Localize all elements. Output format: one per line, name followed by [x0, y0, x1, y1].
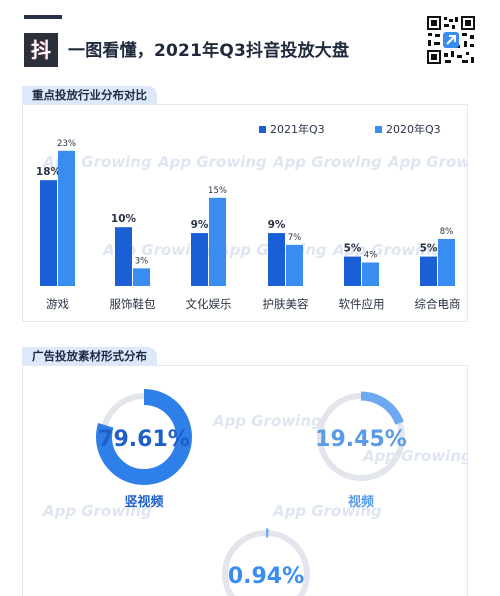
chart-legend: 2021年Q3 2020年Q3 — [259, 122, 441, 136]
watermark: App Growing — [157, 153, 267, 171]
logo-glyph: 抖 — [31, 38, 51, 62]
legend-swatch — [259, 126, 266, 133]
qr-code-icon — [426, 15, 476, 65]
section-title-format: 广告投放素材形式分布 — [22, 347, 157, 365]
watermark: App Growing — [42, 502, 152, 520]
category-tick-label: 游戏 — [46, 297, 69, 311]
bar-value-label: 9% — [268, 219, 286, 231]
watermark: App Growing — [212, 412, 322, 430]
category-tick-label: 文化娱乐 — [186, 297, 232, 311]
bar — [344, 256, 361, 286]
bar-value-label: 15% — [208, 186, 227, 196]
bar — [115, 227, 132, 286]
bar-value-label: 5% — [344, 243, 362, 255]
bar-value-label: 7% — [288, 233, 302, 243]
bar — [362, 262, 379, 286]
category-tick-label: 服饰鞋包 — [110, 297, 156, 311]
bar — [438, 238, 455, 286]
bar-value-label: 4% — [364, 250, 378, 260]
top-accent-rule — [24, 15, 62, 19]
bar — [420, 256, 437, 286]
watermark: App Growing — [362, 447, 467, 465]
legend-swatch — [375, 126, 382, 133]
watermark-layer: App Growing App Growing App Growing App … — [42, 412, 467, 520]
bar-value-label: 5% — [420, 243, 438, 255]
legend-label: 2020年Q3 — [386, 122, 441, 136]
donut-value-label: 0.94% — [228, 564, 304, 589]
category-tick-label: 综合电商 — [415, 297, 461, 311]
chart-bars: 18%23%游戏10%3%服饰鞋包9%15%文化娱乐9%7%护肤美容5%4%软件… — [36, 139, 461, 311]
section-title-industry: 重点投放行业分布对比 — [22, 86, 157, 104]
bar-value-label: 23% — [57, 139, 76, 149]
logo-glyph-shadow: 抖 — [30, 38, 50, 62]
format-donut-charts: 79.61% 竖视频 19.45% 视频 0.94% — [96, 389, 407, 596]
category-tick-label: 软件应用 — [339, 297, 385, 311]
donut-value-label: 19.45% — [315, 427, 407, 452]
bar — [58, 150, 75, 286]
donut-category-label: 竖视频 — [124, 494, 163, 510]
watermark: App Growing — [332, 241, 442, 259]
bar — [209, 197, 226, 286]
industry-chart-panel: App Growing App Growing App Growing App … — [22, 104, 468, 322]
watermark: App Growing — [387, 153, 467, 171]
douyin-logo-icon: 抖 抖 — [24, 33, 58, 67]
bar — [133, 268, 150, 286]
donut-3: 0.94% — [220, 528, 312, 596]
watermark: App Growing — [272, 502, 382, 520]
donut-category-label: 视频 — [348, 494, 374, 510]
bar-value-label: 18% — [36, 166, 62, 178]
donut-2: 19.45% 视频 — [315, 391, 407, 510]
donut-segment — [220, 528, 312, 596]
donut-segment — [315, 391, 407, 483]
bar — [191, 233, 208, 286]
bar-value-label: 9% — [191, 219, 209, 231]
bar — [268, 233, 285, 286]
legend-label: 2021年Q3 — [270, 122, 325, 136]
donut-1: 79.61% 竖视频 — [96, 389, 192, 510]
page-title: 一图看懂，2021年Q3抖音投放大盘 — [68, 41, 350, 61]
bar — [286, 244, 303, 286]
bar-value-label: 3% — [135, 256, 149, 266]
industry-bar-chart: App Growing App Growing App Growing App … — [36, 122, 467, 311]
donut-value-label: 79.61% — [98, 427, 190, 452]
format-chart-panel: App Growing App Growing App Growing App … — [22, 365, 468, 596]
category-tick-label: 护肤美容 — [263, 297, 309, 311]
bar-value-label: 8% — [440, 227, 454, 237]
bar-value-label: 10% — [111, 213, 137, 225]
bar — [40, 180, 57, 286]
watermark: App Growing — [272, 153, 382, 171]
donut-segment — [96, 389, 192, 485]
